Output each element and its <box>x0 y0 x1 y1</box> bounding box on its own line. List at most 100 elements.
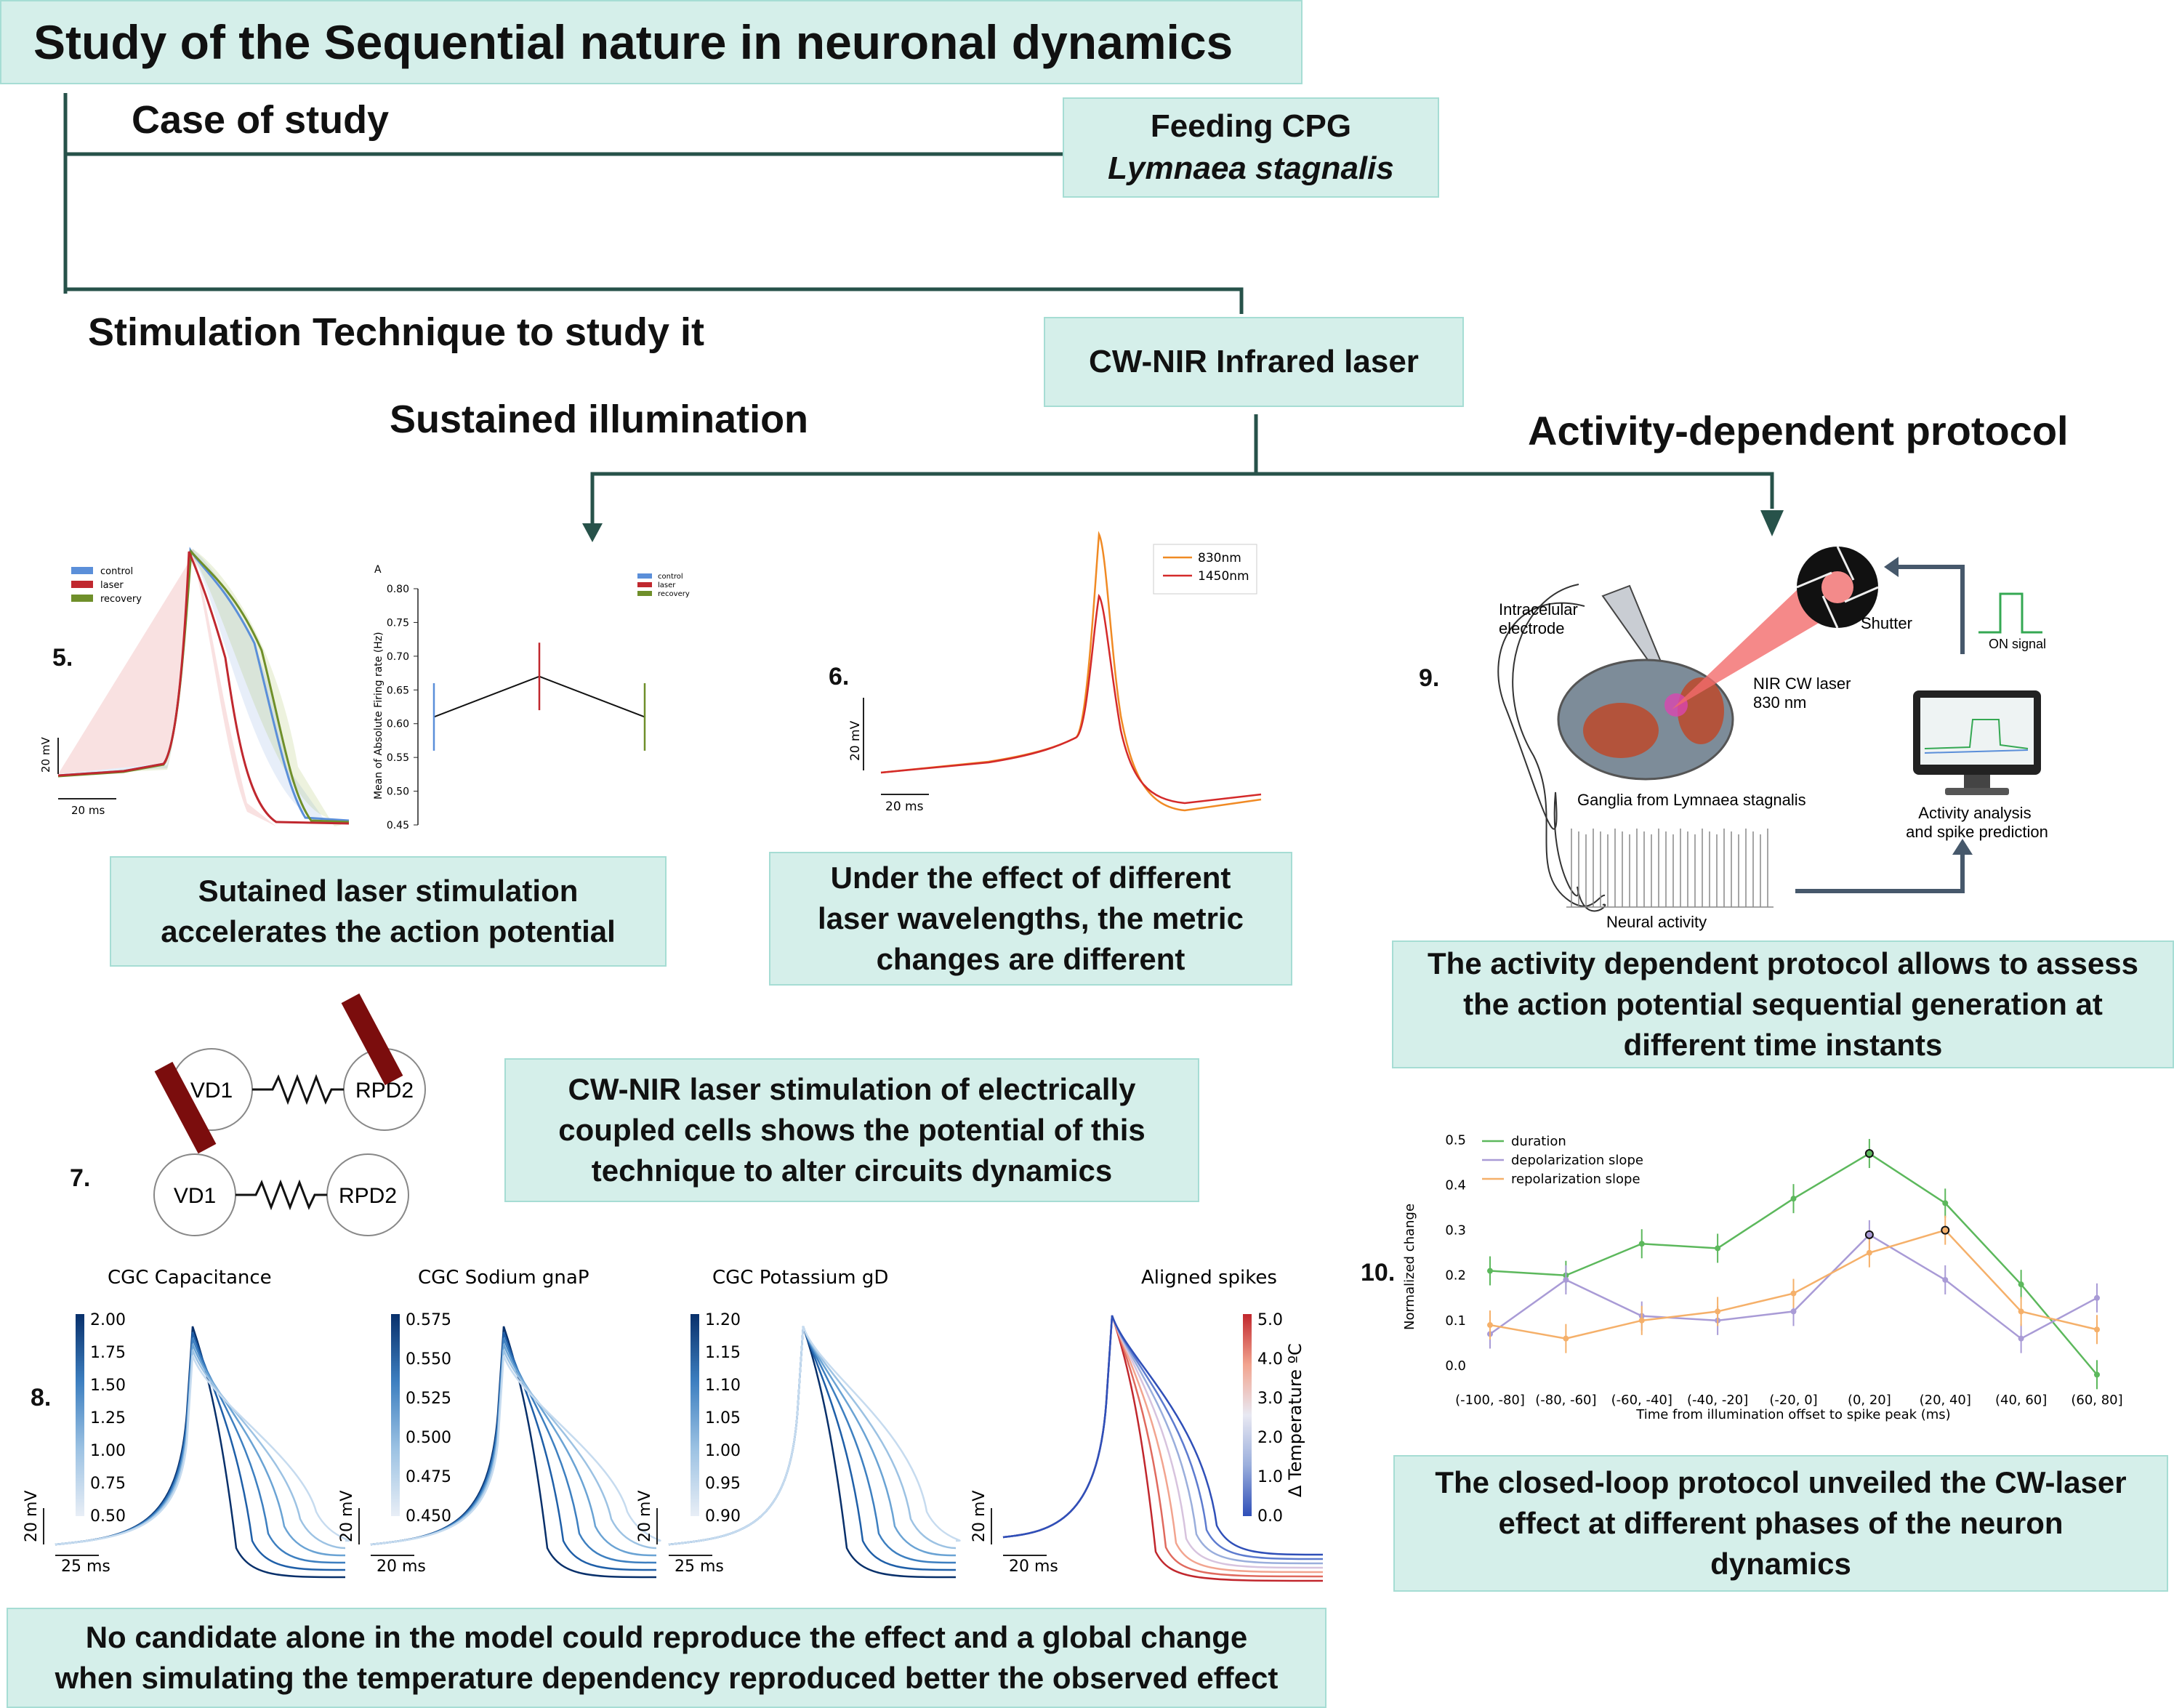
fig10-point <box>1638 1317 1645 1324</box>
caption-7: CW-NIR laser stimulation of electrically… <box>504 1058 1199 1202</box>
fig10-ylabel: Normalized change <box>1402 1204 1417 1330</box>
fig8-colorbar-tick: 0.75 <box>90 1475 126 1493</box>
fig8-colorbar-tick: 0.50 <box>90 1507 126 1526</box>
fig10-xlabel: Time from illumination offset to spike p… <box>1635 1407 1950 1422</box>
case-box-line2: Lymnaea stagnalis <box>1108 150 1394 186</box>
fig10-highlight-marker <box>1941 1225 1950 1235</box>
fig10-point <box>2018 1308 2024 1315</box>
fig6-legend-830: 830nm <box>1198 551 1241 565</box>
fig10-xtick-label: (40, 60] <box>1995 1393 2047 1408</box>
panel-6-number: 6. <box>829 663 850 690</box>
fig8-colorbar-tick: 1.50 <box>90 1377 126 1395</box>
fig6-legend-box <box>1153 544 1257 595</box>
fig6-legend-1450: 1450nm <box>1198 569 1249 584</box>
fig10-legend-label: depolarization slope <box>1511 1153 1643 1168</box>
fig8-colorbar-tick: 0.475 <box>406 1468 451 1486</box>
fig9-arrow-activity <box>1795 855 1965 893</box>
fig8-scale-t-label: 25 ms <box>675 1558 724 1576</box>
null-line: and spike prediction <box>1906 823 2048 841</box>
fig9-shutter-label: Shutter <box>1861 614 1912 632</box>
panel-10-number: 10. <box>1361 1259 1396 1286</box>
fig8-colorbar <box>76 1314 84 1516</box>
fig10-highlight-marker <box>1864 1149 1874 1159</box>
fig8-colorbar-tick: 0.575 <box>406 1311 451 1329</box>
fig7-bottom-pair: VD1 RPD2 <box>153 1061 409 1236</box>
fig8-colorbar-tick: 1.20 <box>705 1311 741 1329</box>
fig8-colorbar-tick: 1.00 <box>705 1442 741 1460</box>
fig10-ytick-label: 0.5 <box>1445 1132 1466 1148</box>
fig10-point <box>2094 1371 2100 1378</box>
fig8-scale-t-label: 25 ms <box>61 1558 110 1576</box>
fig10-legend-label: repolarization slope <box>1511 1172 1640 1187</box>
fig10-point <box>1563 1335 1569 1342</box>
fig8-trace <box>370 1337 657 1564</box>
fig5-inset-ytick-label: 0.45 <box>387 820 409 831</box>
fig8-panel-1: CGC Capacitance 2.00 1.75 1.50 1.25 1.00 0.75 0… <box>23 1267 350 1579</box>
fig5-inset-chart: A 0.45 0.50 0.55 0.60 0.65 0.70 0.75 0.80 Mean … <box>373 564 690 831</box>
fig8-colorbar-tick: 0.95 <box>705 1475 741 1493</box>
fig10-point <box>1790 1308 1797 1315</box>
fig5-inset-ytick-label: 0.60 <box>387 719 409 730</box>
fig9-neural-label: Neural activity <box>1606 913 1707 931</box>
fig10-point <box>1487 1322 1493 1329</box>
fig10-legend-label: duration <box>1511 1134 1566 1149</box>
fig5-inset-ytick-label: 0.80 <box>387 584 409 595</box>
fig8-colorbar-tick: 0.500 <box>406 1429 451 1447</box>
fig7-laser-bottom <box>154 1061 217 1154</box>
fig8-colorbar-label: Δ Temperature ºC <box>1285 1343 1305 1497</box>
fig10-point <box>1715 1308 1721 1315</box>
fig10-xtick-label: (-20, 0] <box>1769 1393 1817 1408</box>
fig10-point <box>2018 1335 2024 1342</box>
fig5-legend-swatch-recovery <box>71 595 93 602</box>
fig8-trace <box>55 1355 350 1546</box>
fig8-scale-v-label: 20 mV <box>23 1491 41 1542</box>
fig5-inset-legend-laser: laser <box>658 581 676 589</box>
fig8-colorbar-tick: 0.550 <box>406 1350 451 1369</box>
fig5-inset-legend-recovery: recovery <box>658 590 690 598</box>
fig9-on-signal-label: ON signal <box>1989 637 2046 651</box>
fig10-point <box>1638 1241 1645 1247</box>
fig7-bottom-rpd2: RPD2 <box>339 1184 397 1208</box>
fig8-colorbar <box>691 1314 699 1516</box>
branch-left-heading: Sustained illumination <box>390 398 809 441</box>
fig10-ytick-label: 0.3 <box>1445 1223 1466 1238</box>
fig5-legend-recovery: recovery <box>100 594 142 605</box>
fig10-point <box>2094 1326 2100 1333</box>
fig8-scale-t-label: 20 ms <box>1009 1558 1058 1576</box>
fig8-scale-t-label: 20 ms <box>377 1558 426 1576</box>
caption-8: No candidate alone in the model could re… <box>7 1608 1326 1708</box>
fig5-inset-ylabel: Mean of Absolute Firing rate (Hz) <box>373 632 385 799</box>
fig10-xtick-label: (-80, -60] <box>1535 1393 1596 1408</box>
fig9-closed-loop-schematic: Intracelular electrode Shutter ON signal… <box>1497 546 2048 931</box>
fig7-laser-top <box>341 993 403 1086</box>
fig10-point <box>1563 1276 1569 1283</box>
fig9-laser-label: NIR CW laser 830 nm <box>1753 674 1856 712</box>
fig5-inset-label: A <box>374 564 382 576</box>
fig10-plot-area <box>1472 1131 2115 1388</box>
fig8-scale-v-label: 20 mV <box>338 1491 356 1542</box>
fig8-colorbar-tick: 1.75 <box>90 1344 126 1362</box>
fig10-xtick-label: (20, 40] <box>1920 1393 1971 1408</box>
fig9-electrode-label: Intracelular electrode <box>1499 600 1582 637</box>
fig10-xtick-label: (-100, -80] <box>1455 1393 1525 1408</box>
fig10-ytick-label: 0.4 <box>1445 1178 1466 1193</box>
fig5-inset-ytick-label: 0.70 <box>387 651 409 663</box>
fig8-panel-2: CGC Sodium gnaP 0.575 0.550 0.525 0.500 0.475… <box>338 1267 661 1579</box>
fig5-inset-ytick-label: 0.75 <box>387 617 409 629</box>
fig10-point <box>1942 1276 1949 1283</box>
fig8-trace <box>370 1349 657 1550</box>
poster-title: Study of the Sequential nature in neuron… <box>33 15 1233 69</box>
fig8-colorbar-tick: 1.10 <box>705 1377 741 1395</box>
fig8-colorbar-tick: 2.00 <box>90 1311 126 1329</box>
fig8-panel-3: CGC Potassium gD 1.20 1.15 1.10 1.05 1.00 0.95… <box>636 1267 961 1579</box>
fig10-point <box>1866 1249 1872 1256</box>
fig10-point <box>1942 1200 1949 1207</box>
case-box: Feeding CPG Lymnaea stagnalis <box>1063 97 1439 198</box>
fig10-ytick-label: 0.2 <box>1445 1268 1466 1284</box>
technique-box: CW-NIR Infrared laser <box>1044 317 1464 407</box>
fig5-action-potential: control laser recovery 20 mV 20 ms <box>39 547 350 826</box>
fig10-point <box>1790 1196 1797 1202</box>
fig8-model-panels: CGC Capacitance 2.00 1.75 1.50 1.25 1.00 0.75 0… <box>23 1267 1324 1582</box>
fig5-inset-yticks: 0.45 0.50 0.55 0.60 0.65 0.70 0.75 0.80 <box>387 584 418 831</box>
fig9-on-signal <box>1978 592 2042 634</box>
